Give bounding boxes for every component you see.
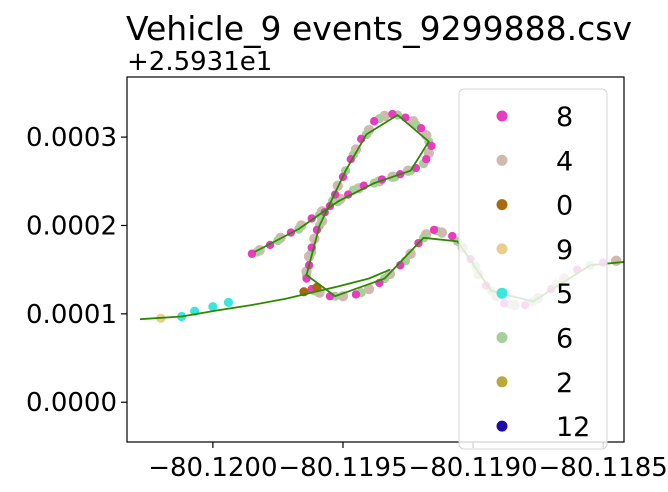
series-8-point-10 xyxy=(422,154,431,164)
legend-label-6: 6 xyxy=(556,324,573,355)
series-8-point-32 xyxy=(448,231,457,241)
series-4-point-22 xyxy=(363,283,375,295)
series-8-point-41 xyxy=(656,251,664,259)
series-8-point-40 xyxy=(625,255,633,263)
legend-marker-2 xyxy=(496,376,508,388)
series-8-point-27 xyxy=(351,290,361,299)
track-line-0 xyxy=(139,268,391,321)
y-tick-label-3: 0.0003 xyxy=(26,123,117,153)
x-tick-label-1: −80.1195 xyxy=(278,453,407,483)
series-5-point-3 xyxy=(223,297,234,307)
legend-marker-8 xyxy=(496,110,508,122)
series-8-point-11 xyxy=(427,141,436,151)
x-tick-label-2: −80.1190 xyxy=(408,453,537,483)
legend-label-2: 2 xyxy=(556,368,573,399)
legend: 8 4 0 9 5 6 2 12 xyxy=(458,88,608,450)
legend-marker-4 xyxy=(496,154,508,166)
legend-marker-9 xyxy=(496,243,508,255)
legend-label-5: 5 xyxy=(556,279,573,310)
legend-label-8: 8 xyxy=(556,102,573,133)
y-tick-label-1: 0.0001 xyxy=(26,300,117,330)
legend-marker-6 xyxy=(496,332,508,343)
x-tick-label-0: −80.1200 xyxy=(148,453,277,483)
y-tick-label-2: 0.0002 xyxy=(26,211,117,241)
legend-label-12: 12 xyxy=(556,412,590,443)
y-tick-label-0: 0.0000 xyxy=(26,388,117,418)
series-8-point-12 xyxy=(416,124,426,133)
x-tick-label-3: −80.1185 xyxy=(539,453,668,483)
chart-title: Vehicle_9 events_9299888.csv xyxy=(126,9,632,48)
legend-marker-12 xyxy=(496,420,508,432)
legend-label-4: 4 xyxy=(556,146,573,177)
series-8-point-15 xyxy=(369,116,379,126)
legend-box xyxy=(458,88,608,450)
series-4-point-24 xyxy=(405,248,416,259)
y-axis: 0.0000 0.0001 0.0002 0.0003 xyxy=(26,123,127,418)
legend-marker-5 xyxy=(496,287,508,299)
series-4-point-33 xyxy=(610,255,622,267)
series-5-point-2 xyxy=(208,302,218,312)
y-offset-label: +2.5931e1 xyxy=(127,47,272,77)
series-6-point-35 xyxy=(638,254,647,263)
x-axis: −80.1200 −80.1195 −80.1190 −80.1185 xyxy=(148,442,668,483)
legend-marker-0 xyxy=(496,199,508,211)
legend-label-9: 9 xyxy=(556,235,573,266)
series-8-point-0 xyxy=(247,249,257,258)
plot-frame xyxy=(126,76,625,443)
series-8-point-31 xyxy=(429,225,439,235)
legend-label-0: 0 xyxy=(556,191,573,222)
